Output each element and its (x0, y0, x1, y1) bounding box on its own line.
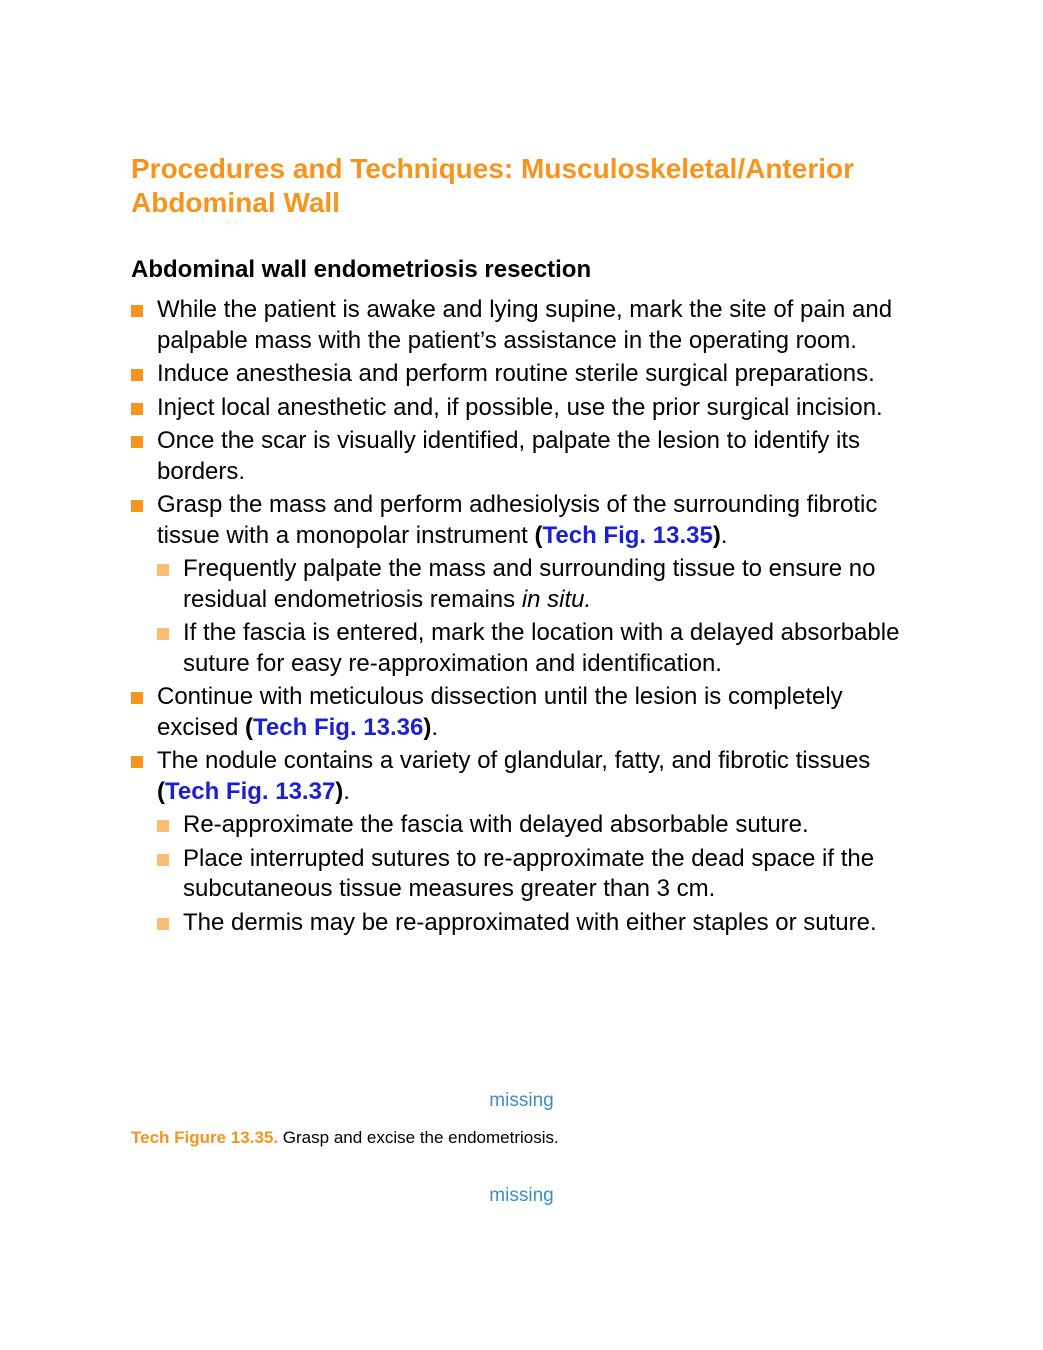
sub-step-italic: in situ. (521, 585, 592, 613)
square-bullet-icon (131, 500, 143, 512)
subsection-title: Abdominal wall endometriosis resection (131, 256, 592, 283)
step-text: Once the scar is visually identified, pa… (157, 427, 861, 485)
step-text: Inject local anesthetic and, if possible… (157, 393, 883, 421)
sub-list-item: Place interrupted sutures to re-approxim… (131, 844, 921, 905)
ref-paren-close: ) (423, 713, 432, 741)
list-item: The nodule contains a variety of glandul… (131, 746, 921, 807)
figure-caption-label: Tech Figure 13.35. (131, 1128, 279, 1147)
tech-fig-13-35-link[interactable]: Tech Fig. 13.35 (542, 521, 713, 549)
ref-paren-open: ( (245, 713, 254, 741)
sub-step-text: Place interrupted sutures to re-approxim… (183, 844, 875, 903)
step-text: Grasp the mass and perform adhesiolysis … (157, 491, 878, 549)
square-sub-bullet-icon (157, 564, 169, 576)
figure-caption-text: Grasp and excise the endometriosis. (278, 1128, 559, 1147)
square-bullet-icon (131, 305, 143, 317)
square-sub-bullet-icon (157, 917, 169, 930)
tech-fig-13-36-link[interactable]: Tech Fig. 13.36 (253, 713, 424, 741)
ref-paren-close: ) (712, 521, 721, 549)
list-item: While the patient is awake and lying sup… (131, 295, 921, 356)
list-item: Grasp the mass and perform adhesiolysis … (131, 490, 921, 551)
square-bullet-icon (131, 756, 143, 768)
procedure-steps-list: While the patient is awake and lying sup… (131, 295, 921, 938)
figure-caption: Tech Figure 13.35. Grasp and excise the … (131, 1127, 559, 1149)
missing-figure-placeholder: missing (489, 1185, 554, 1206)
ref-paren-open: ( (534, 521, 543, 549)
tech-fig-13-37-link[interactable]: Tech Fig. 13.37 (165, 777, 336, 805)
missing-figure-placeholder: missing (489, 1090, 554, 1111)
list-item: Induce anesthesia and perform routine st… (131, 359, 921, 390)
square-bullet-icon (131, 692, 143, 704)
step-text: While the patient is awake and lying sup… (157, 296, 893, 354)
list-item: Once the scar is visually identified, pa… (131, 426, 921, 487)
sub-step-text: Re-approximate the fascia with delayed a… (183, 811, 809, 838)
page-content: Procedures and Techniques: Musculoskelet… (131, 152, 921, 941)
step-text: Induce anesthesia and perform routine st… (157, 360, 875, 387)
step-text-end: . (720, 521, 728, 549)
section-title: Procedures and Techniques: Musculoskelet… (131, 153, 854, 218)
step-text-end: . (431, 713, 439, 741)
square-sub-bullet-icon (157, 820, 169, 832)
square-sub-bullet-icon (157, 853, 169, 866)
step-text-end: . (343, 777, 350, 805)
sub-list-item: Frequently palpate the mass and surround… (131, 554, 921, 615)
sub-step-text: Frequently palpate the mass and surround… (183, 555, 876, 613)
square-bullet-icon (131, 369, 143, 381)
sub-list-item: Re-approximate the fascia with delayed a… (131, 810, 921, 841)
sub-steps-list: Re-approximate the fascia with delayed a… (131, 810, 921, 938)
sub-step-text: The dermis may be re-approximated with e… (183, 908, 877, 936)
square-sub-bullet-icon (157, 628, 169, 640)
sub-list-item: If the fascia is entered, mark the locat… (131, 618, 921, 679)
step-text: Continue with meticulous dissection unti… (157, 683, 843, 741)
square-bullet-icon (131, 436, 143, 448)
step-text: The nodule contains a variety of glandul… (157, 747, 871, 774)
list-item: Continue with meticulous dissection unti… (131, 682, 921, 743)
list-item: Inject local anesthetic and, if possible… (131, 393, 921, 424)
square-bullet-icon (131, 402, 143, 415)
sub-step-text: If the fascia is entered, mark the locat… (183, 619, 900, 677)
ref-paren-open: ( (157, 777, 165, 805)
sub-steps-list: Frequently palpate the mass and surround… (131, 554, 921, 679)
ref-paren-close: ) (335, 777, 344, 805)
sub-list-item: The dermis may be re-approximated with e… (131, 908, 921, 939)
